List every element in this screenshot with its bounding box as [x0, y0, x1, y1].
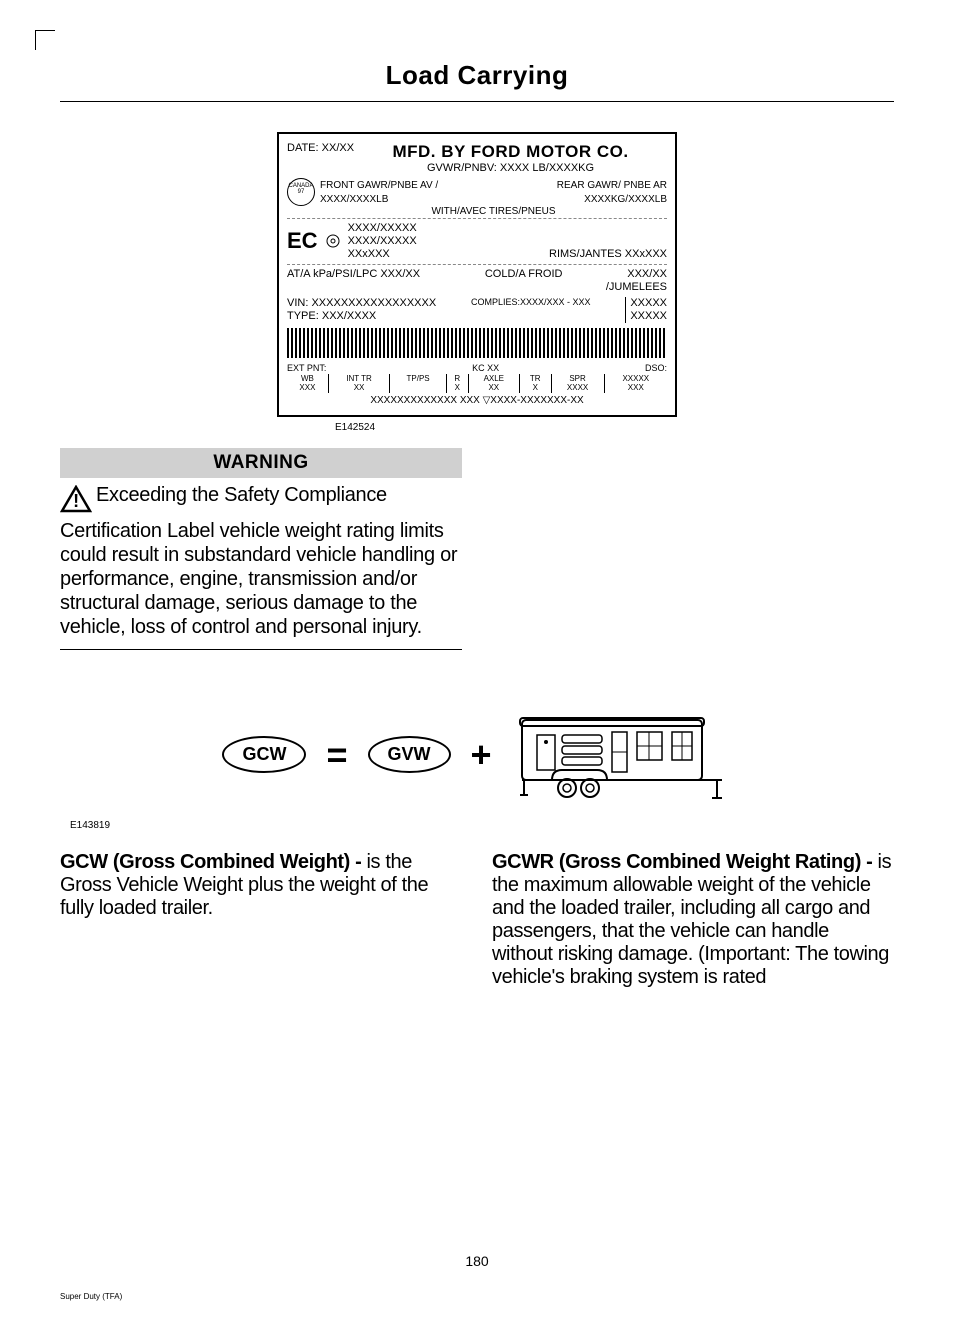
plus-sign: +: [471, 734, 492, 776]
type-val: XXX/XXXX: [322, 310, 376, 322]
gcw-equation: GCW = GVW +: [60, 700, 894, 810]
warning-triangle-icon: !: [60, 485, 92, 519]
page-corner-mark: [35, 30, 55, 50]
page-number: 180: [0, 1253, 954, 1269]
vin-val: XXXXXXXXXXXXXXXXX: [311, 297, 436, 309]
front-val: XXXX/XXXXLB: [320, 194, 388, 206]
barcode: [287, 328, 667, 358]
psi-val: XXX/XX: [380, 268, 420, 280]
canada-badge-icon: CANADA97: [287, 178, 315, 206]
type-label: TYPE:: [287, 310, 319, 322]
gcw-definition: GCW (Gross Combined Weight) - is the Gro…: [60, 851, 462, 989]
trailer-icon: [512, 700, 732, 810]
jumelees: /JUMELEES: [287, 281, 667, 294]
cold-val: XXX/XX: [627, 268, 667, 281]
gear-icon: [326, 234, 340, 248]
warning-text: Exceeding the Safety Compliance Certific…: [60, 484, 457, 638]
gcw-oval: GCW: [222, 736, 306, 773]
tv-1: XX: [328, 383, 389, 393]
kc: KC XX: [472, 363, 499, 374]
date-value: XX/XX: [322, 142, 354, 154]
gvw-oval: GVW: [368, 736, 451, 773]
rear-gawr: REAR GAWR/ PNBE AR: [557, 180, 667, 192]
certification-label: DATE: XX/XX MFD. BY FORD MOTOR CO. GVWR/…: [277, 132, 677, 417]
tires-label: WITH/AVEC TIRES/PNEUS: [320, 206, 667, 218]
vin-label: VIN:: [287, 297, 308, 309]
xxxxx-r2: XXXXX: [630, 310, 667, 323]
svg-text:!: !: [73, 491, 79, 511]
page-title: Load Carrying: [60, 60, 894, 102]
gcwr-title: GCWR (Gross Combined Weight Rating) -: [492, 851, 878, 873]
tv-2: [390, 383, 447, 393]
ext-pnt: EXT PNT:: [287, 363, 326, 373]
warning-header: WARNING: [60, 448, 462, 478]
mfd-header: MFD. BY FORD MOTOR CO.: [354, 142, 667, 162]
xxxx-line1: XXXX/XXXXX: [348, 222, 667, 235]
th-xxxxx: XXXXX: [604, 374, 667, 384]
tv-5: X: [519, 383, 551, 393]
th-wb: WB: [287, 374, 328, 384]
front-gawr: FRONT GAWR/PNBE AV /: [320, 180, 438, 192]
ec-logo: EC: [287, 228, 318, 254]
th-tpps: TP/PS: [390, 374, 447, 384]
psi-label: AT/A kPa/PSI/LPC: [287, 268, 377, 280]
th-inttr: INT TR: [328, 374, 389, 384]
rims-label: RIMS/JANTES XXxXXX: [549, 248, 667, 261]
gcwr-definition: GCWR (Gross Combined Weight Rating) - is…: [492, 851, 894, 989]
dso: DSO:: [645, 363, 667, 374]
complies: COMPLIES:XXXX/XXX - XXX: [471, 297, 591, 308]
xxxxx3: XXxXXX: [348, 248, 390, 261]
th-spr: SPR: [551, 374, 604, 384]
certification-label-figure: DATE: XX/XX MFD. BY FORD MOTOR CO. GVWR/…: [60, 132, 894, 417]
warning-body: ! Exceeding the Safety Compliance Certif…: [60, 478, 462, 650]
tv-4: XX: [468, 383, 519, 393]
th-r: R: [446, 374, 468, 384]
equals-sign: =: [326, 734, 347, 776]
th-tr: TR: [519, 374, 551, 384]
rear-val: XXXXKG/XXXXLB: [584, 194, 667, 206]
tv-3: X: [446, 383, 468, 393]
gvwr-label: GVWR/PNBV:: [427, 162, 497, 174]
tv-7: XXX: [604, 383, 667, 393]
cert-table: WB INT TR TP/PS R AXLE TR SPR XXXXX XXX …: [287, 374, 667, 393]
cold-label: COLD/A FROID: [485, 268, 563, 281]
tv-6: XXXX: [551, 383, 604, 393]
equation-fig-ref: E143819: [70, 820, 894, 831]
cert-bottom: XXXXXXXXXXXXX XXX ▽XXXX-XXXXXXX-XX: [287, 395, 667, 407]
date-label: DATE:: [287, 142, 319, 154]
tv-0: XXX: [287, 383, 328, 393]
th-axle: AXLE: [468, 374, 519, 384]
xxxx-line2: XXXX/XXXXX: [348, 235, 667, 248]
cert-fig-ref: E142524: [335, 422, 894, 433]
gvwr-value: XXXX LB/XXXXKG: [500, 162, 594, 174]
gcw-title: GCW (Gross Combined Weight) -: [60, 851, 367, 873]
footer-text: Super Duty (TFA): [60, 1292, 122, 1301]
xxxxx-r1: XXXXX: [630, 297, 667, 310]
